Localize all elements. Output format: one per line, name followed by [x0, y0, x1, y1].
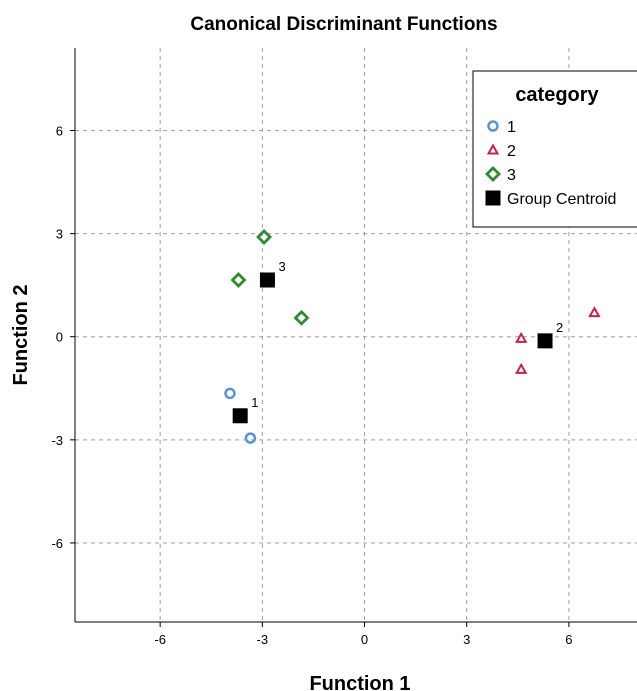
centroid-label: 2 [556, 320, 563, 335]
x-axis-label: Function 1 [309, 673, 410, 691]
legend-entries: 1 2 3 Group Centroid [485, 119, 616, 208]
y-tick-label: 3 [56, 227, 63, 242]
y-tick-label: 6 [56, 123, 63, 138]
legend-marker-1 [487, 120, 499, 132]
point-category-2 [514, 331, 528, 343]
legend-entry-label: 1 [507, 119, 516, 136]
group-centroids: 1 2 3 [232, 259, 563, 424]
group-centroid-marker [259, 272, 275, 288]
legend-entry-label: 2 [507, 143, 516, 160]
legend-marker-3 [485, 166, 501, 182]
x-tick-labels: -6 -3 0 3 6 [154, 622, 572, 647]
point-category-3 [256, 229, 273, 246]
point-category-2 [514, 362, 528, 374]
group-centroid-marker [232, 408, 248, 424]
x-tick-label: -6 [154, 632, 166, 647]
point-category-3 [293, 309, 310, 326]
point-category-3 [230, 272, 247, 288]
y-tick-label: -6 [51, 536, 63, 551]
legend-title: category [515, 84, 599, 106]
point-category-1 [244, 432, 257, 444]
point-category-2 [588, 306, 601, 318]
group-centroid-marker [537, 333, 553, 349]
x-tick-label: -3 [257, 632, 269, 647]
axes [74, 48, 637, 623]
x-tick-label: 6 [565, 632, 572, 647]
legend: category 1 2 3 Group Centroid [472, 70, 637, 228]
y-axis-label: Function 2 [10, 284, 32, 385]
legend-marker-4 [485, 190, 501, 206]
point-category-1 [224, 387, 236, 400]
legend-entry-label: Group Centroid [507, 191, 616, 208]
legend-entry-label: 3 [507, 167, 516, 184]
x-tick-label: 3 [463, 632, 470, 647]
chart-title: Canonical Discriminant Functions [190, 14, 497, 35]
centroid-label: 1 [251, 395, 258, 410]
x-tick-label: 0 [361, 632, 368, 647]
y-tick-label: 0 [56, 330, 63, 345]
y-tick-label: -3 [51, 433, 63, 448]
legend-marker-2 [486, 143, 500, 155]
data-points [224, 229, 601, 444]
y-tick-labels: -6 -3 0 3 6 [51, 123, 75, 551]
centroid-label: 3 [278, 259, 285, 274]
grid [75, 48, 637, 622]
